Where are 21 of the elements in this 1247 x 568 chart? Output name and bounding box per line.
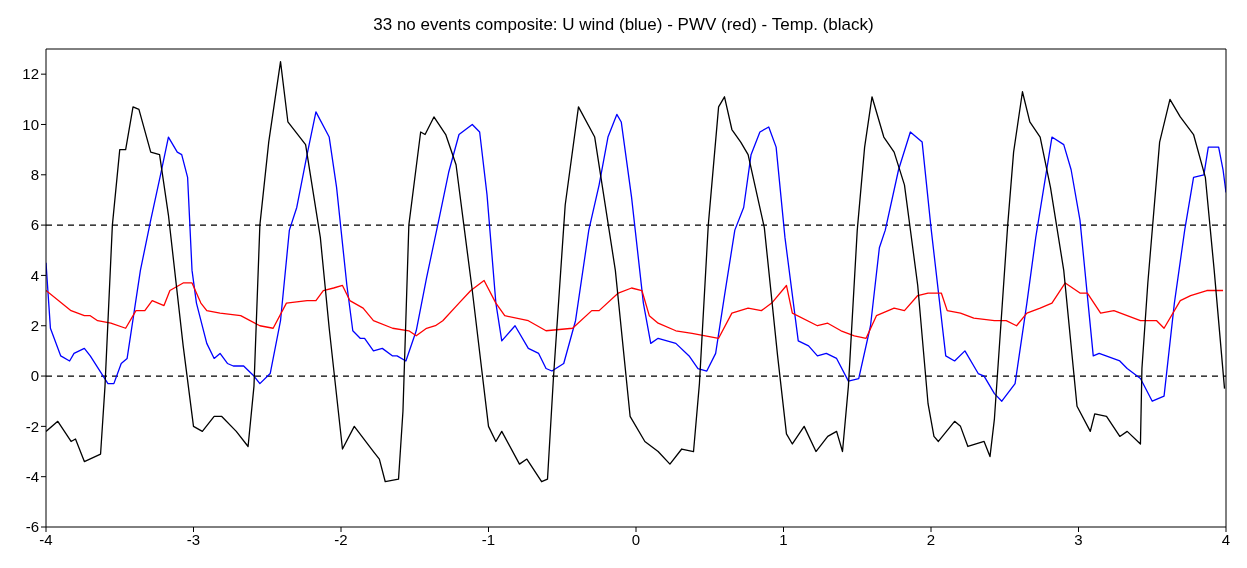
x-tick-label: -1 xyxy=(481,530,496,548)
line-series xyxy=(46,279,1224,339)
x-tick-label: 2 xyxy=(926,530,936,548)
y-tick-label: 8 xyxy=(30,166,39,184)
y-tick-label: 2 xyxy=(30,317,39,335)
chart-title: 33 no events composite: U wind (blue) - PWV (red) - Temp. (black) xyxy=(373,15,874,34)
y-tick-label: 0 xyxy=(30,367,39,385)
y-tick-label: 6 xyxy=(30,216,39,234)
x-tick-label: 3 xyxy=(1074,530,1083,548)
y-tick-label: -6 xyxy=(25,518,39,536)
x-tick-label: 4 xyxy=(1221,530,1231,548)
x-tick-label: 0 xyxy=(631,530,641,548)
x-tick-label: -3 xyxy=(186,530,201,548)
x-tick-label: -2 xyxy=(334,530,348,548)
y-tick-label: 4 xyxy=(30,266,39,284)
y-tick-label: -2 xyxy=(25,417,39,435)
y-tick-label: 10 xyxy=(22,115,39,133)
line-series xyxy=(46,111,1226,402)
y-tick-label: -4 xyxy=(25,468,39,486)
x-tick-label: 1 xyxy=(779,530,788,548)
y-tick-label: 12 xyxy=(22,65,39,83)
